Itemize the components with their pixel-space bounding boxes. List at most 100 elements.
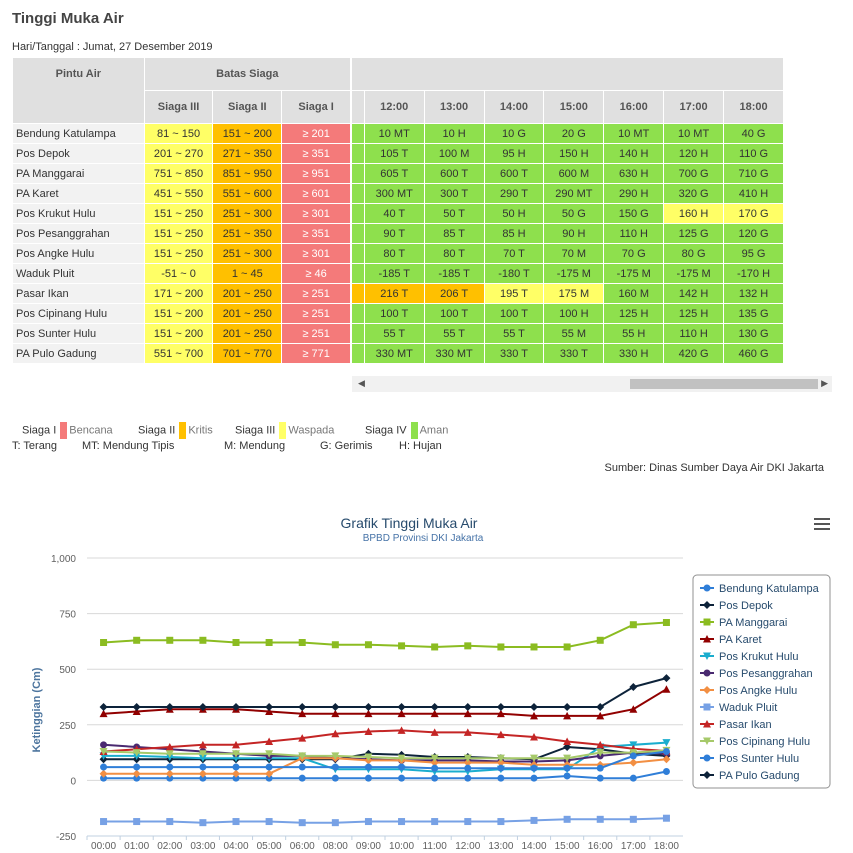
- data-point: [331, 754, 339, 762]
- legend-item[interactable]: Pos Sunter Hulu: [700, 753, 799, 765]
- row-name: Bendung Katulampa: [12, 123, 145, 144]
- legend-item[interactable]: Pos Cipinang Hulu: [700, 736, 810, 748]
- source-label: Sumber: Dinas Sumber Daya Air DKI Jakart…: [604, 462, 824, 474]
- data-point: [99, 747, 108, 755]
- table-row: PA Pulo Gadung 551 ~ 700 701 ~ 770 ≥ 771: [12, 343, 351, 364]
- legend-item[interactable]: PA Pulo Gadung: [700, 770, 800, 782]
- legend-item[interactable]: Waduk Pluit: [700, 702, 777, 714]
- legend-item[interactable]: Pos Krukut Hulu: [700, 651, 798, 663]
- data-point: [497, 643, 505, 651]
- scrollbar-thumb[interactable]: [630, 379, 818, 389]
- siaga-3-range: 151 ~ 200: [143, 303, 214, 324]
- legend-siaga-1-label: Bencana: [69, 424, 113, 437]
- time-value-cell: 142 H: [663, 283, 725, 304]
- legend-siaga-4-swatch: [410, 422, 418, 439]
- data-point: [496, 709, 505, 718]
- data-point: [364, 818, 372, 826]
- series-line: [103, 688, 667, 717]
- data-point: [596, 743, 605, 752]
- legend-item[interactable]: Pos Depok: [700, 600, 773, 612]
- legend-item[interactable]: Pos Pesanggrahan: [700, 668, 813, 680]
- data-point: [265, 750, 274, 758]
- row-name: Pos Sunter Hulu: [12, 323, 145, 344]
- time-value-cell: 10 MT: [363, 123, 425, 144]
- scroll-right-icon[interactable]: ▶: [821, 378, 828, 388]
- time-value-cell: 100 M: [423, 143, 485, 164]
- siaga-1-range: ≥ 951: [281, 163, 351, 184]
- siaga-2-range: 251 ~ 300: [212, 243, 283, 264]
- data-point: [165, 753, 174, 762]
- legend-item[interactable]: Pasar Ikan: [700, 719, 772, 731]
- time-value-cell: 140 H: [603, 143, 665, 164]
- data-point: [530, 643, 538, 651]
- data-point: [265, 754, 274, 763]
- time-value-cell: 160 H: [663, 203, 725, 224]
- data-point: [232, 740, 240, 749]
- data-point: [629, 705, 638, 713]
- data-point: [298, 734, 307, 742]
- data-point: [298, 754, 307, 763]
- time-value-cell: 100 H: [543, 303, 605, 324]
- x-tick-label: 15:00: [555, 841, 580, 852]
- header-time: 13:00: [423, 90, 485, 124]
- time-value-cell: 120 G: [723, 223, 784, 244]
- series-line: [103, 745, 667, 761]
- legend-item[interactable]: PA Manggarai: [700, 617, 787, 629]
- y-tick-label: 250: [59, 721, 76, 732]
- time-value-cell: 330 T: [352, 343, 365, 364]
- time-value-cell: 55 T: [423, 323, 485, 344]
- data-point: [99, 755, 108, 764]
- data-point: [166, 745, 174, 753]
- data-point: [199, 819, 207, 827]
- series-line: [103, 743, 667, 763]
- time-value-cell: 206 T: [423, 283, 485, 304]
- data-point: [662, 747, 671, 755]
- data-point: [232, 705, 240, 713]
- legend-item[interactable]: Pos Angke Hulu: [700, 685, 797, 697]
- time-value-cell: 40 T: [352, 203, 365, 224]
- header-blank: [352, 57, 784, 91]
- time-value-cell: -185 T: [363, 263, 425, 284]
- legend-marker: [703, 737, 711, 745]
- row-name: Pos Depok: [12, 143, 145, 164]
- data-point: [563, 737, 572, 745]
- legend-marker: [703, 601, 711, 609]
- time-value-cell: 290 MT: [543, 183, 605, 204]
- series-8: [99, 726, 671, 755]
- data-point: [132, 707, 141, 715]
- data-point: [463, 728, 472, 736]
- time-value-cell: 700 G: [663, 163, 725, 184]
- table-row: Pos Sunter Hulu 151 ~ 200 201 ~ 250 ≥ 251: [12, 323, 351, 344]
- data-point: [99, 747, 108, 756]
- chart-subtitle: BPBD Provinsi DKI Jakarta: [363, 533, 484, 544]
- time-value-cell: 100 T: [352, 303, 365, 324]
- series-2: [100, 618, 670, 651]
- data-point: [364, 763, 372, 771]
- header-time: 12:00: [363, 90, 425, 124]
- data-point: [497, 774, 505, 782]
- header-siaga-1: Siaga I: [281, 90, 351, 124]
- data-point: [100, 741, 108, 749]
- time-columns-scroll-area[interactable]: 11:0012:0013:0014:0015:0016:0017:0018:00…: [352, 57, 832, 393]
- legend-item[interactable]: PA Karet: [700, 634, 762, 646]
- x-tick-label: 09:00: [356, 841, 381, 852]
- table-row: Pos Depok 201 ~ 270 271 ~ 350 ≥ 351: [12, 143, 351, 164]
- horizontal-scrollbar[interactable]: ◀ ▶: [352, 376, 832, 392]
- table-row: PA Karet 451 ~ 550 551 ~ 600 ≥ 601: [12, 183, 351, 204]
- data-point: [166, 818, 174, 826]
- scroll-left-icon[interactable]: ◀: [358, 378, 365, 388]
- time-value-cell: 90 H: [543, 223, 605, 244]
- legend-label: Waduk Pluit: [719, 702, 777, 714]
- data-point: [265, 703, 274, 712]
- data-point: [563, 711, 572, 720]
- legend-item[interactable]: Bendung Katulampa: [700, 583, 820, 595]
- data-point: [398, 763, 406, 771]
- legend-siaga-3-swatch: [279, 422, 287, 439]
- chart-menu-icon[interactable]: [814, 518, 830, 533]
- legend-siaga-4: Siaga IV Aman: [365, 422, 448, 439]
- data-point: [563, 743, 572, 752]
- row-name: Pasar Ikan: [12, 283, 145, 304]
- data-point: [165, 703, 174, 712]
